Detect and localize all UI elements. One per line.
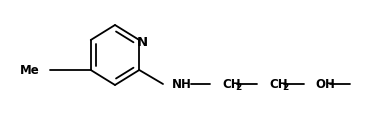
Text: CH: CH: [222, 77, 241, 91]
Text: 2: 2: [282, 83, 288, 92]
Text: CH: CH: [269, 77, 288, 91]
Text: 2: 2: [235, 83, 241, 92]
Text: Me: Me: [20, 64, 40, 76]
Text: N: N: [137, 35, 148, 49]
Text: NH: NH: [172, 77, 192, 91]
Text: OH: OH: [315, 77, 335, 91]
